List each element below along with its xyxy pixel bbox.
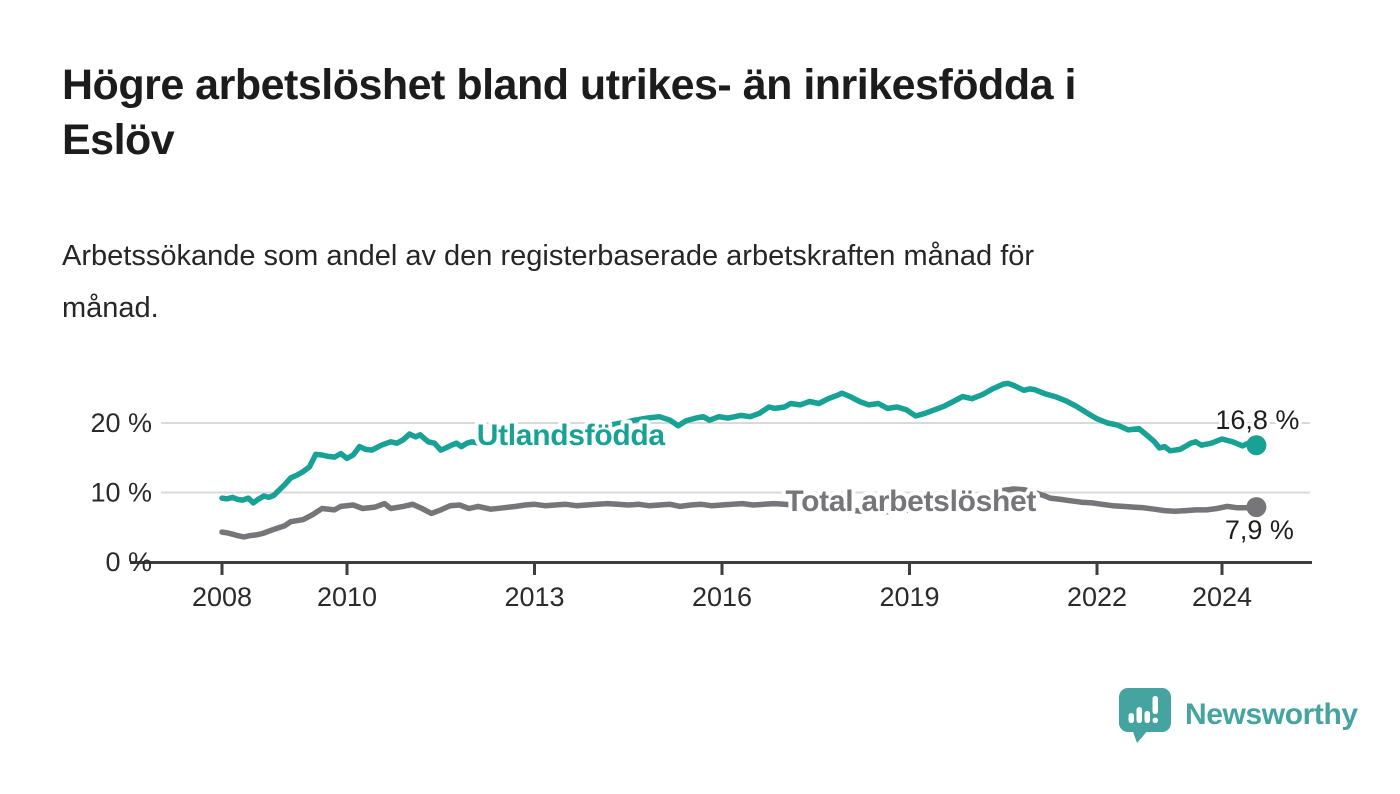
series-end-dot-utlandsf-dda (1246, 435, 1267, 456)
y-tick-label-10: 10 % (90, 478, 152, 508)
end-value-label-total-arbetsl-shet: 7,9 % (1225, 515, 1294, 545)
x-tick-label-2013: 2013 (504, 582, 564, 612)
page-title: Högre arbetslöshet bland utrikes- än inr… (62, 61, 1076, 164)
y-tick-label-0: 0 % (105, 547, 152, 577)
x-tick-label-2010: 2010 (317, 582, 377, 612)
x-tick-label-2019: 2019 (879, 582, 939, 612)
newsworthy-logo: Newsworthy (1117, 686, 1358, 744)
end-value-label-utlandsf-dda: 16,8 % (1215, 405, 1299, 435)
chart-subtitle: Arbetssökande som andel av den registerb… (62, 240, 1035, 324)
x-tick-label-2022: 2022 (1067, 582, 1127, 612)
series-end-dot-total-arbetsl-shet (1246, 497, 1267, 518)
newsworthy-logo-text: Newsworthy (1185, 698, 1358, 731)
series-line-utlandsf-dda (219, 380, 1260, 506)
series-label-utlandsf-dda: Utlandsfödda (477, 419, 666, 452)
series-label-total-arbetsl-shet: Total arbetslöshet (785, 485, 1036, 518)
series-line-total-arbetsl-shet (219, 486, 1260, 540)
x-tick-label-2024: 2024 (1192, 582, 1252, 612)
x-tick-label-2016: 2016 (692, 582, 752, 612)
newsworthy-bubble-chart-icon (1119, 688, 1171, 743)
x-tick-label-2008: 2008 (192, 582, 252, 612)
bar-chart-glyph (1128, 696, 1158, 723)
y-tick-label-20: 20 % (90, 408, 152, 438)
